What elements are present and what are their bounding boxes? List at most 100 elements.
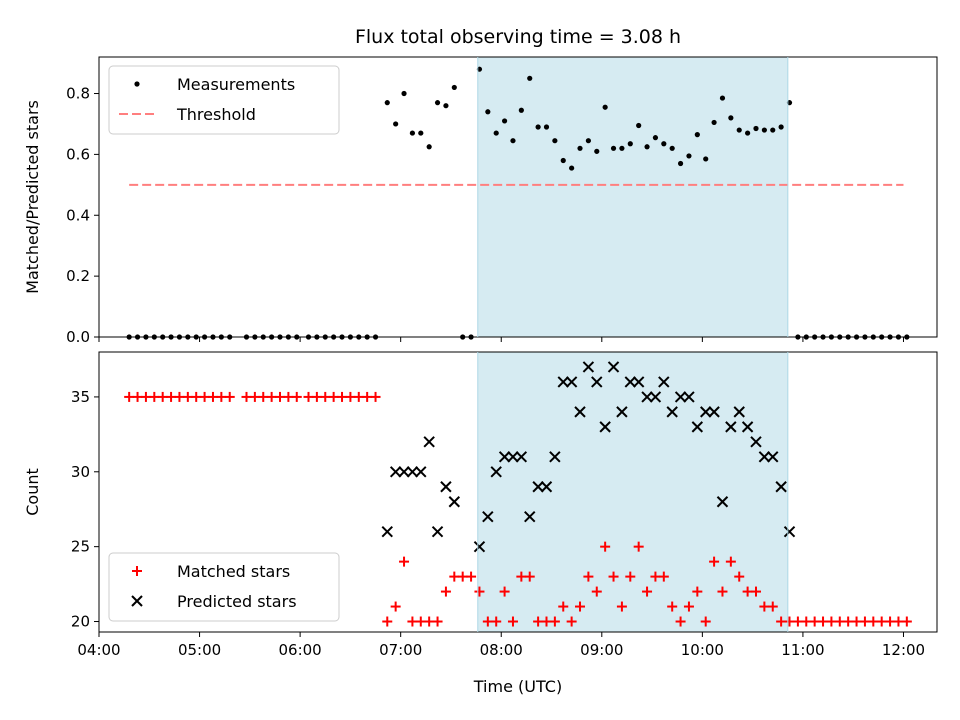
predicted-star-point [691,421,704,433]
bottom-y-axis-label: Count [23,468,42,516]
matched-star-point [424,616,435,627]
predicted-star-point [649,391,662,403]
legend-marker [134,81,140,87]
matched-star-point [541,616,552,627]
predicted-star-point [406,466,419,478]
measurement-point [569,165,575,171]
predicted-star-point [398,466,410,478]
matched-star-point [482,616,493,627]
predicted-star-point [632,376,645,388]
predicted-star-point [700,406,712,418]
measurement-point [711,119,717,126]
matched-star-point [658,571,669,582]
measurement-point [393,121,399,127]
matched-star-point [776,616,787,627]
predicted-star-point [423,436,435,448]
y-tick-label: 20 [71,613,90,631]
predicted-star-point [507,451,519,463]
predicted-star-point [599,421,611,433]
matched-star-point [291,391,302,402]
top-y-axis-label: Matched/Predicted stars [23,100,42,294]
x-tick-label: 11:00 [781,641,824,659]
predicted-star-point [658,376,670,388]
matched-star-point [337,391,348,402]
measurement-point [661,141,667,147]
matched-star-point [345,391,356,402]
measurement-point [703,156,709,162]
matched-star-point [700,616,711,627]
predicted-star-point [440,481,452,493]
y-tick-label: 35 [71,388,90,406]
matched-star-point [399,556,410,567]
measurement-point [594,148,600,154]
matched-star-point [834,616,845,627]
x-tick-label: 07:00 [379,641,422,659]
predicted-star-point [549,451,561,463]
matched-star-point [784,616,795,627]
predicted-star-point [532,481,544,493]
top-x-ticks [98,337,904,342]
matched-star-point [667,601,678,612]
measurement-point [753,125,759,132]
predicted-star-point [524,510,536,523]
matched-star-point [149,391,160,402]
measurement-point [577,145,583,151]
matched-star-point [583,571,594,582]
x-tick-label: 06:00 [279,641,322,659]
x-tick-label: 08:00 [480,641,523,659]
matched-star-point [457,571,468,582]
matched-star-point [207,391,218,402]
predicted-star-point [515,451,528,463]
measurement-point [627,141,633,147]
predicted-star-point [641,391,653,403]
predicted-star-point [624,376,636,388]
predicted-star-point [490,466,502,478]
predicted-star-point [557,376,569,388]
matched-star-point [199,391,210,402]
predicted-star-point [616,406,628,418]
measurement-point [434,100,441,106]
measurement-point [761,127,767,133]
measurement-point [652,135,659,141]
measurement-point [644,144,650,150]
matched-star-point [415,616,426,627]
matched-star-point [616,601,627,612]
predicted-star-point [574,406,586,418]
measurement-point [543,124,550,130]
matched-star-point [449,571,460,582]
matched-star-point [859,616,870,627]
measurement-point [560,157,566,164]
matched-star-point [901,616,912,627]
x-tick-label: 05:00 [178,641,221,659]
measurement-point [401,90,407,97]
matched-star-point [507,616,518,627]
matched-star-point [157,391,168,402]
measurement-point [418,130,424,136]
measurement-point [510,138,516,144]
matched-star-point [132,391,143,402]
bottom-data-marks [124,361,912,627]
matched-star-point [241,391,252,402]
matched-star-point [320,391,331,402]
matched-star-point [566,616,577,627]
matched-star-point [801,616,812,627]
matched-star-point [166,391,177,402]
legend-label: Matched stars [177,562,290,581]
matched-star-point [876,616,887,627]
matched-star-point [885,616,896,627]
x-tick-label: 12:00 [882,641,925,659]
top-axes-frame [98,56,938,338]
predicted-star-point [565,376,578,388]
measurement-point [728,115,734,121]
predicted-star-point [498,451,511,463]
matched-star-point [140,391,151,402]
measurement-point [770,127,776,133]
predicted-star-point [725,421,737,433]
matched-star-point [283,391,294,402]
matched-star-point [818,616,829,627]
x-tick-label: 10:00 [681,641,724,659]
predicted-star-point [415,466,427,478]
measurement-point [426,144,432,150]
matched-star-point [625,571,636,582]
matched-star-point [683,601,694,612]
